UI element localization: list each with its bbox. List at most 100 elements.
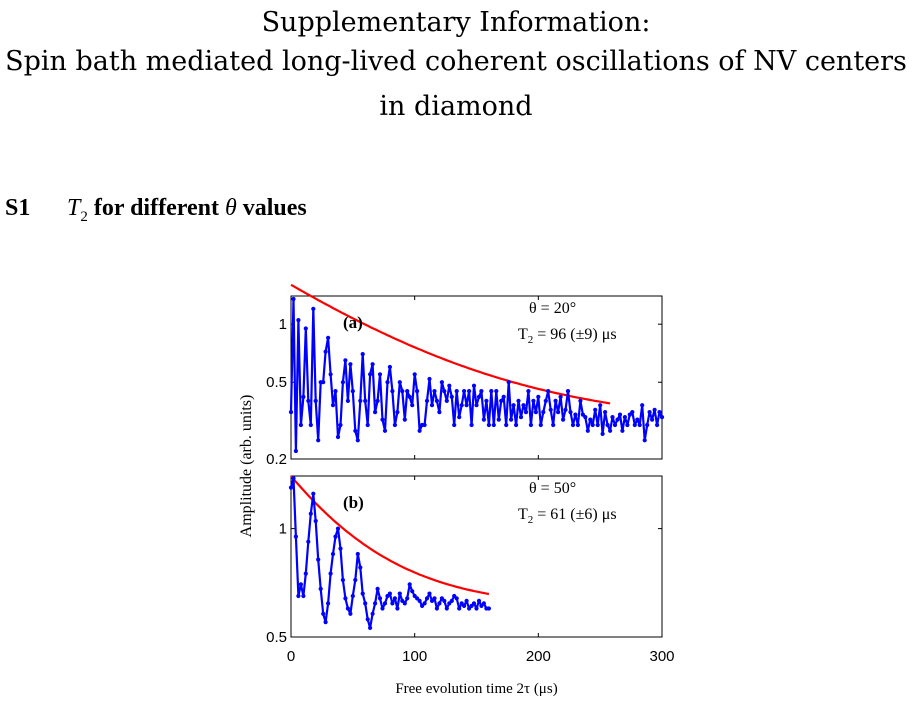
data-point	[558, 394, 563, 399]
data-point	[568, 410, 573, 415]
data-point	[583, 415, 588, 420]
data-point	[306, 539, 311, 544]
supplementary-heading: Supplementary Information:	[261, 7, 651, 38]
data-point	[462, 389, 467, 394]
data-series-line	[289, 477, 489, 629]
data-point	[501, 394, 506, 399]
y-tick-label: 1	[279, 316, 287, 333]
data-point	[439, 380, 444, 385]
data-point	[521, 403, 526, 408]
data-point	[600, 431, 605, 436]
data-point	[328, 571, 333, 576]
data-point	[608, 428, 613, 433]
data-point	[410, 403, 415, 408]
data-point	[360, 591, 365, 596]
panel-label: (a)	[343, 313, 363, 332]
data-point	[499, 398, 504, 403]
data-point	[316, 557, 321, 562]
data-point	[650, 417, 655, 422]
data-point	[321, 611, 326, 616]
data-point	[415, 389, 420, 394]
data-point	[543, 398, 548, 403]
data-point	[397, 591, 402, 596]
data-point	[395, 606, 400, 611]
data-point	[318, 586, 323, 592]
data-point	[509, 417, 514, 422]
data-point	[486, 422, 491, 428]
data-point	[429, 403, 435, 408]
data-point	[474, 403, 479, 408]
data-point	[390, 389, 395, 394]
data-point	[427, 376, 432, 382]
data-point	[491, 422, 496, 428]
data-point	[375, 586, 380, 592]
data-point	[595, 422, 600, 428]
data-point	[570, 422, 576, 428]
data-point	[370, 362, 375, 367]
data-point	[444, 398, 449, 403]
data-point	[556, 410, 561, 415]
paper-title-line2: in diamond	[379, 91, 533, 122]
data-point	[293, 534, 298, 539]
data-point	[340, 380, 345, 385]
data-point	[353, 577, 358, 583]
data-point	[377, 372, 383, 377]
data-point	[358, 398, 363, 403]
data-point	[546, 389, 551, 394]
y-tick-label: 0.5	[266, 629, 287, 646]
data-point	[288, 485, 294, 490]
data-point	[635, 417, 640, 422]
data-point	[536, 394, 541, 399]
x-tick-label: 200	[526, 648, 551, 665]
data-point	[454, 596, 459, 601]
data-point	[514, 422, 519, 428]
data-point	[526, 389, 531, 394]
theta-annotation: θ = 50°	[529, 480, 576, 497]
data-point	[553, 398, 558, 403]
data-point	[476, 394, 482, 399]
data-point	[593, 407, 598, 412]
data-point	[365, 617, 370, 622]
data-point	[385, 380, 390, 385]
data-point	[402, 417, 407, 422]
data-point	[368, 625, 373, 631]
data-point	[563, 407, 568, 412]
data-point	[523, 410, 529, 415]
data-point	[437, 410, 442, 415]
data-point	[496, 417, 501, 422]
data-point	[303, 571, 308, 576]
data-point	[370, 611, 375, 616]
data-point	[313, 398, 318, 403]
data-point	[323, 349, 328, 354]
data-point	[476, 598, 482, 604]
data-point	[494, 389, 499, 394]
data-point	[298, 582, 303, 587]
data-point	[642, 438, 647, 443]
data-point	[645, 422, 650, 428]
data-point	[657, 410, 662, 415]
data-point	[469, 422, 474, 428]
plot-frame	[290, 475, 663, 638]
data-point	[390, 601, 395, 606]
data-point	[442, 598, 447, 604]
data-point	[343, 596, 348, 601]
data-point	[355, 551, 360, 557]
data-point	[288, 410, 294, 415]
data-point	[355, 438, 360, 443]
data-point	[612, 422, 618, 428]
data-point	[449, 394, 454, 399]
panel-label: (b)	[343, 493, 364, 512]
fit-curve	[290, 475, 490, 596]
data-point	[471, 601, 477, 606]
paper-title-line1: Spin bath mediated long-lived coherent o…	[5, 46, 907, 77]
data-point	[449, 598, 454, 604]
data-point	[348, 611, 353, 616]
data-point	[578, 398, 583, 403]
data-point	[464, 598, 469, 604]
y-tick-label: 0.2	[266, 451, 287, 468]
data-point	[338, 422, 343, 428]
data-point	[447, 383, 452, 388]
x-tick-label: 0	[287, 648, 295, 665]
data-point	[504, 422, 509, 428]
data-point	[340, 577, 345, 583]
